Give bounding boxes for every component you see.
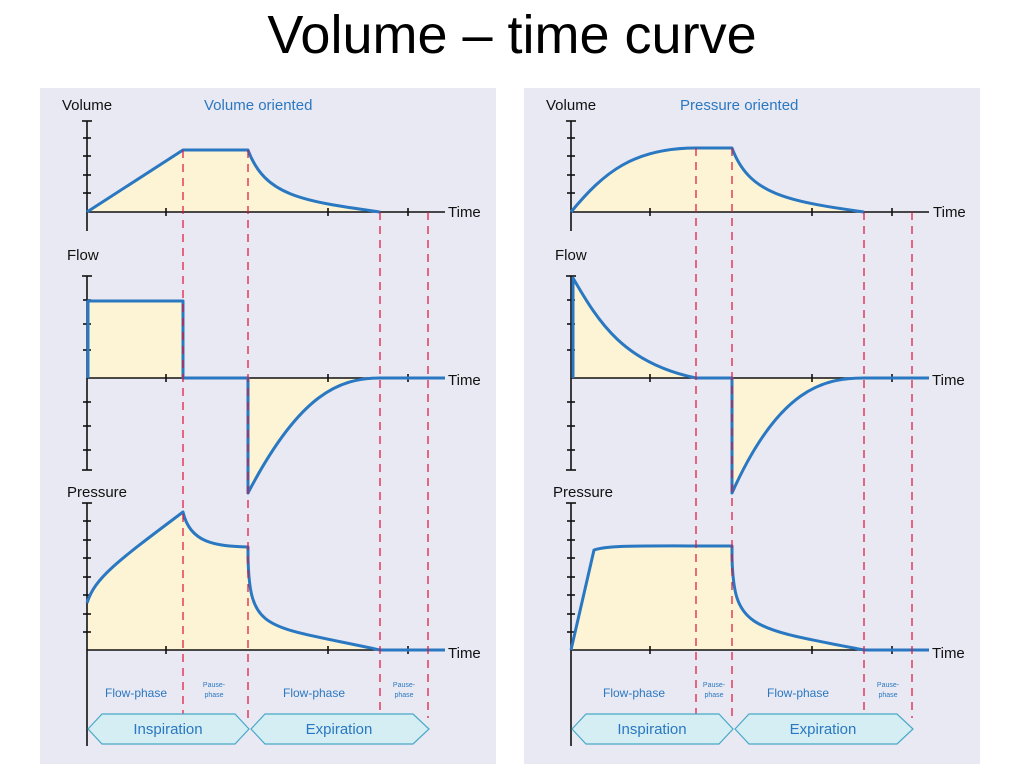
pause-phase-label-line1: Pause-	[703, 682, 726, 689]
time-axis-label: Time	[932, 645, 965, 662]
pause-phase-label-line2: phase	[204, 692, 223, 699]
pressure-axis-label: Pressure	[67, 484, 127, 501]
volume-area-fill	[87, 150, 380, 212]
pressure-oriented-panel: Volume Pressure oriented Time Flow Time …	[524, 88, 980, 764]
flow-inspiration-area-fill	[573, 278, 696, 378]
flow-axis-label: Flow	[67, 247, 99, 264]
pause-phase-label-line1: Pause-	[393, 682, 416, 689]
pressure-area-fill	[87, 512, 380, 650]
inspiration-label: Inspiration	[133, 721, 202, 738]
time-axis-label: Time	[448, 204, 481, 221]
pressure-axis-label: Pressure	[553, 484, 613, 501]
flow-phase-label: Flow-phase	[283, 686, 345, 700]
time-axis-label: Time	[448, 372, 481, 389]
flow-curve	[86, 299, 445, 495]
inspiration-arrow	[87, 713, 250, 745]
flow-phase-label: Flow-phase	[603, 686, 665, 700]
flow-expiration-area-fill	[248, 378, 380, 493]
volume-area-fill	[571, 148, 864, 212]
volume-axis-label: Volume	[546, 97, 596, 114]
time-axis-label: Time	[932, 372, 965, 389]
inspiration-arrow	[571, 713, 734, 745]
flow-inspiration-area-fill	[88, 301, 183, 378]
pause-phase-label-line2: phase	[878, 692, 897, 699]
flow-axis-label: Flow	[555, 247, 587, 264]
time-axis-label: Time	[933, 204, 966, 221]
pressure-curve	[85, 510, 445, 652]
volume-axis-label: Volume	[62, 97, 112, 114]
slide-title: Volume – time curve	[267, 5, 757, 65]
pause-phase-label-line1: Pause-	[203, 682, 226, 689]
pressure-oriented-diagram: Volume Pressure oriented Time Flow Time …	[546, 97, 966, 746]
panel-subtitle: Pressure oriented	[680, 97, 798, 114]
inspiration-label: Inspiration	[617, 721, 686, 738]
expiration-arrow	[734, 713, 914, 745]
flow-expiration-area-fill	[732, 378, 864, 493]
flow-phase-label: Flow-phase	[767, 686, 829, 700]
volume-axes	[82, 120, 445, 231]
volume-oriented-diagram: Volume Volume oriented Time Flow Time Pr…	[62, 97, 481, 746]
pause-phase-label-line1: Pause-	[877, 682, 900, 689]
time-axis-label: Time	[448, 645, 481, 662]
phase-dividers	[182, 150, 429, 718]
volume-oriented-panel: Volume Volume oriented Time Flow Time Pr…	[40, 88, 496, 764]
flow-phase-label: Flow-phase	[105, 686, 167, 700]
pressure-area-fill	[571, 545, 864, 650]
phase-dividers	[695, 148, 913, 718]
expiration-label: Expiration	[306, 721, 373, 738]
expiration-label: Expiration	[790, 721, 857, 738]
pause-phase-label-line2: phase	[394, 692, 413, 699]
pause-phase-label-line2: phase	[704, 692, 723, 699]
panel-subtitle: Volume oriented	[204, 97, 312, 114]
volume-curve	[569, 146, 865, 214]
volume-axes	[566, 120, 929, 231]
expiration-arrow	[250, 713, 430, 745]
